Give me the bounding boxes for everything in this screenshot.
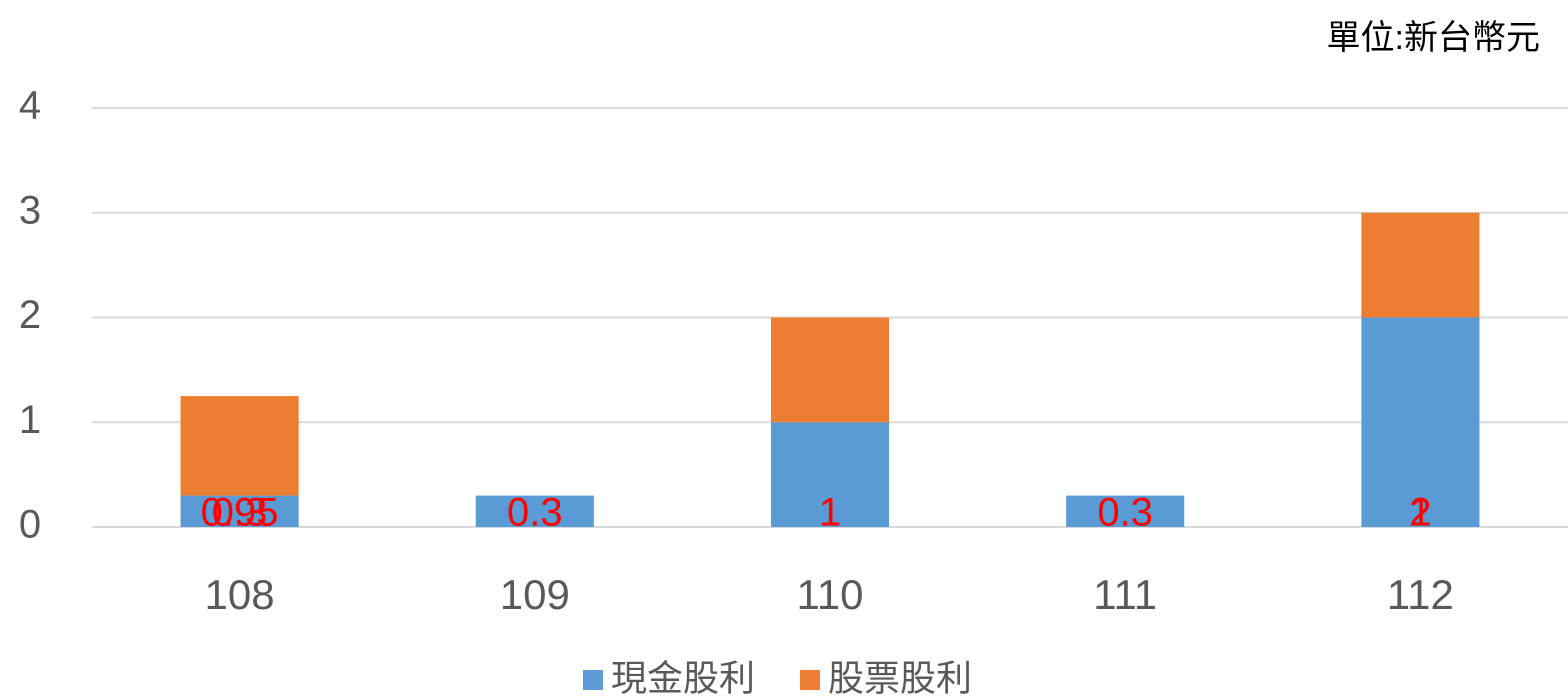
legend-swatch (583, 670, 603, 690)
y-tick-label: 0 (19, 503, 41, 547)
legend-swatch (800, 670, 821, 690)
data-label: 2 (1409, 491, 1431, 535)
bar-segment (475, 495, 594, 527)
y-tick-label: 2 (19, 293, 41, 337)
bar-segment (770, 317, 890, 423)
legend-label: 現金股利 (611, 658, 755, 699)
data-label: 0.3 (1097, 491, 1153, 535)
data-label: 1 (1409, 491, 1431, 535)
legend-label: 股票股利 (828, 658, 972, 699)
x-tick-label: 109 (500, 571, 570, 618)
x-tick-label: 111 (1093, 571, 1157, 618)
bar-segment (1066, 495, 1185, 527)
x-tick-label: 110 (797, 571, 864, 618)
bar-segment (180, 396, 299, 496)
x-tick-label: 112 (1387, 571, 1454, 618)
bar-segment (1361, 317, 1480, 527)
data-label: 1 (819, 491, 841, 535)
unit-label: 單位:新台幣元 (1327, 19, 1540, 57)
data-label: 1 (819, 491, 841, 535)
data-label: 0.3 (212, 491, 268, 535)
x-tick-label: 108 (205, 571, 275, 618)
y-tick-label: 3 (19, 188, 41, 232)
bar-segment (1361, 212, 1480, 318)
data-label: 0.3 (507, 491, 563, 535)
bar-segment (770, 422, 890, 527)
data-label: 0.95 (201, 491, 279, 535)
bar-segment (180, 495, 299, 527)
y-tick-label: 1 (19, 398, 41, 442)
y-tick-label: 4 (19, 84, 41, 128)
